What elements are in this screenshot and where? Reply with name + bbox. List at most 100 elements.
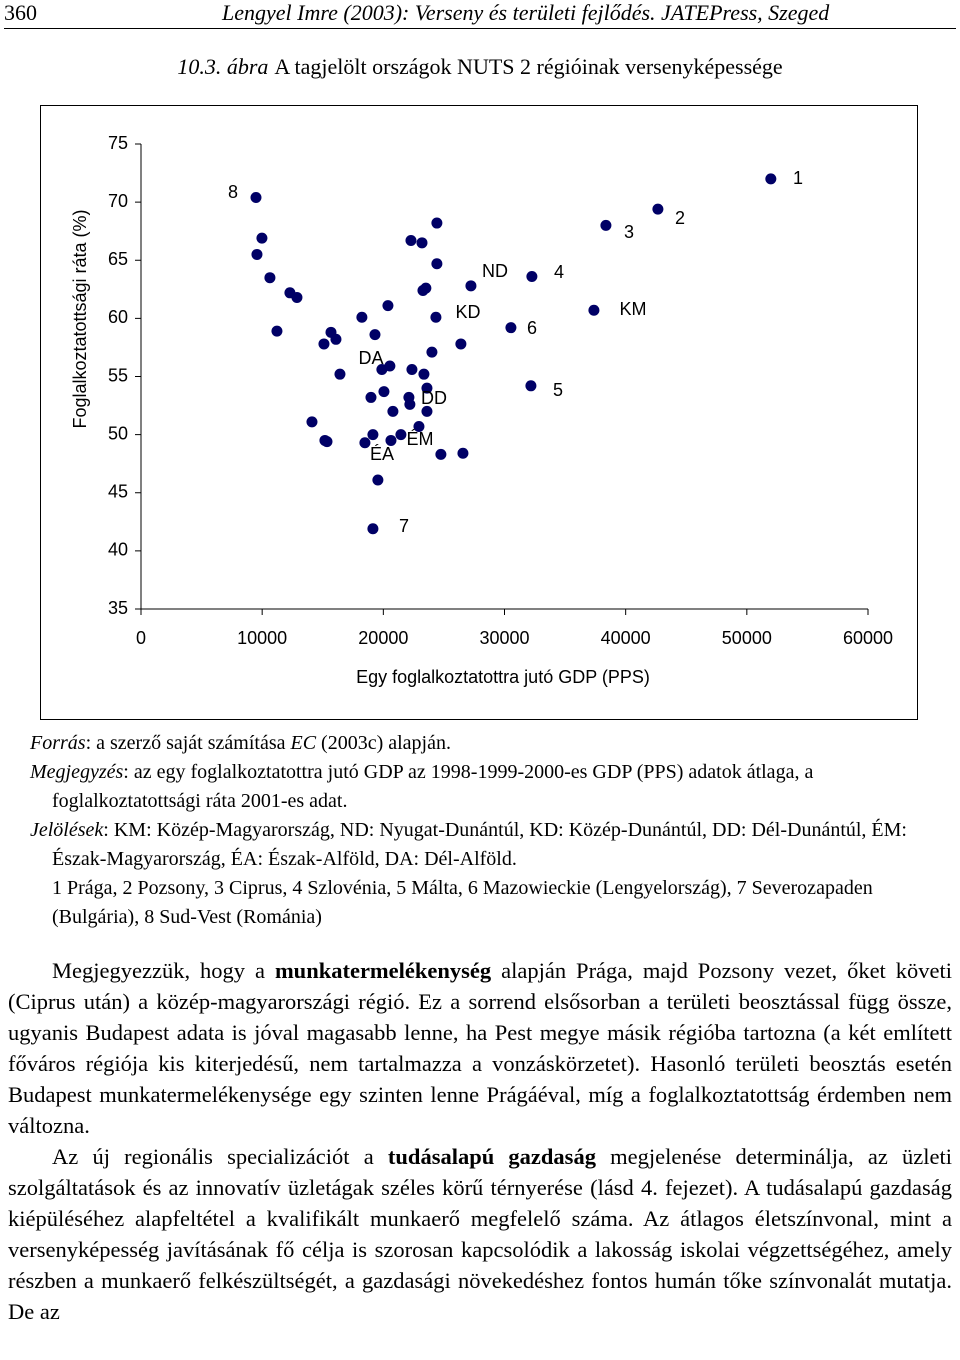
text-run: EC bbox=[290, 732, 317, 754]
x-tick-label: 30000 bbox=[479, 628, 529, 648]
text-run: Megjegyzés bbox=[30, 761, 124, 783]
point-annotation: 6 bbox=[527, 318, 537, 338]
point-annotation: 4 bbox=[554, 262, 564, 282]
y-tick-label: 50 bbox=[108, 423, 128, 443]
text-run: : a szerző saját számítása bbox=[85, 732, 291, 754]
point bbox=[418, 368, 430, 380]
point bbox=[318, 338, 330, 350]
point bbox=[426, 346, 438, 358]
figure-caption: 10.3. ábra A tagjelölt országok NUTS 2 ré… bbox=[0, 54, 960, 80]
point bbox=[405, 234, 417, 246]
y-axis-title: Foglalkoztatottsági ráta (%) bbox=[70, 209, 90, 428]
running-header: 360 Lengyel Imre (2003): Verseny és terü… bbox=[4, 0, 956, 29]
point bbox=[465, 280, 477, 292]
paragraph: Megjegyzés: az egy foglalkoztatottra jut… bbox=[30, 758, 920, 816]
point-annotation: 1 bbox=[793, 168, 803, 188]
point bbox=[356, 311, 368, 323]
point-annotation: DD bbox=[421, 388, 447, 408]
y-tick-label: 65 bbox=[108, 249, 128, 269]
x-axis-title: Egy foglalkoztatottra jutó GDP (PPS) bbox=[356, 667, 650, 687]
point bbox=[330, 333, 342, 345]
point bbox=[406, 364, 418, 376]
point bbox=[250, 191, 262, 203]
point bbox=[306, 416, 318, 428]
point bbox=[421, 405, 433, 417]
page-number: 360 bbox=[4, 0, 37, 25]
point-annotation: ÉA bbox=[370, 444, 394, 464]
point bbox=[387, 405, 399, 417]
point-annotation: 2 bbox=[675, 208, 685, 228]
y-tick-label: 55 bbox=[108, 365, 128, 385]
y-tick-label: 70 bbox=[108, 191, 128, 211]
point bbox=[457, 447, 469, 459]
point bbox=[367, 523, 379, 535]
point bbox=[416, 237, 428, 249]
point bbox=[413, 420, 425, 432]
point bbox=[600, 219, 612, 231]
point bbox=[526, 271, 538, 283]
point bbox=[525, 380, 537, 392]
y-tick-label: 35 bbox=[108, 598, 128, 618]
point bbox=[431, 217, 443, 229]
point bbox=[505, 322, 517, 334]
point-annotation: ÉM bbox=[407, 429, 434, 449]
point bbox=[378, 386, 390, 398]
point-annotation: 3 bbox=[624, 222, 634, 242]
text-run: Jelölések bbox=[30, 819, 104, 841]
paragraph: Megjegyezzük, hogy a munkatermelékenység… bbox=[8, 955, 952, 1141]
point bbox=[588, 304, 600, 316]
text-run: : KM: Közép-Magyarország, ND: Nyugat-Dun… bbox=[52, 819, 907, 870]
point bbox=[431, 258, 443, 270]
point bbox=[652, 203, 664, 215]
point bbox=[291, 291, 303, 303]
x-tick-label: 20000 bbox=[358, 628, 408, 648]
text-run: Az új regionális specializációt a bbox=[52, 1144, 388, 1169]
text-run: alapján Prága, majd Pozsony vezet, őket … bbox=[8, 958, 953, 1138]
x-tick-label: 40000 bbox=[601, 628, 651, 648]
point bbox=[365, 391, 377, 403]
point bbox=[256, 232, 268, 244]
point bbox=[421, 382, 433, 394]
paragraph: Az új regionális specializációt a tudása… bbox=[8, 1141, 952, 1327]
point bbox=[271, 325, 283, 337]
text-run: Forrás bbox=[30, 732, 86, 754]
text-run: (2003c) alapján. bbox=[316, 732, 451, 754]
point bbox=[359, 437, 371, 449]
point bbox=[372, 474, 384, 486]
text-run: 1 Prága, 2 Pozsony, 3 Ciprus, 4 Szlovéni… bbox=[52, 877, 873, 928]
point-annotation: 7 bbox=[399, 516, 409, 536]
text-run: megjelenése determinálja, az üzleti szol… bbox=[8, 1144, 952, 1324]
point bbox=[321, 436, 333, 448]
point bbox=[369, 329, 381, 341]
point bbox=[367, 429, 379, 441]
paragraph: Jelölések: KM: Közép-Magyarország, ND: N… bbox=[30, 816, 920, 874]
text-run: tudásalapú gazdaság bbox=[387, 1144, 596, 1169]
point bbox=[765, 173, 777, 185]
citation: Lengyel Imre (2003): Verseny és területi… bbox=[222, 0, 830, 25]
point bbox=[455, 338, 467, 350]
x-tick-label: 50000 bbox=[722, 628, 772, 648]
point bbox=[395, 429, 407, 441]
point bbox=[264, 272, 276, 284]
text-run: Megjegyezzük, hogy a bbox=[52, 958, 275, 983]
point bbox=[376, 364, 388, 376]
point-annotation: DA bbox=[358, 348, 383, 368]
y-tick-label: 45 bbox=[108, 482, 128, 502]
paragraph: Forrás: a szerző saját számítása EC (200… bbox=[30, 729, 920, 758]
point bbox=[382, 300, 394, 312]
body-text: Megjegyezzük, hogy a munkatermelékenység… bbox=[8, 955, 952, 1327]
caption-text: A tagjelölt országok NUTS 2 régióinak ve… bbox=[274, 54, 783, 79]
point-annotation: 5 bbox=[553, 380, 563, 400]
chart: Egy foglalkoztatottra jutó GDP (PPS) Fog… bbox=[40, 105, 918, 720]
x-tick-label: 10000 bbox=[237, 628, 287, 648]
point bbox=[430, 311, 442, 323]
y-tick-label: 60 bbox=[108, 307, 128, 327]
paragraph: 1 Prága, 2 Pozsony, 3 Ciprus, 4 Szlovéni… bbox=[30, 874, 920, 932]
x-tick-label: 60000 bbox=[843, 628, 893, 648]
point bbox=[435, 448, 447, 460]
text-run: : az egy foglalkoztatottra jutó GDP az 1… bbox=[52, 761, 814, 812]
text-run: munkatermelékenység bbox=[274, 958, 492, 983]
point-annotation: KD bbox=[455, 302, 480, 322]
caption-label: 10.3. ábra bbox=[177, 54, 269, 79]
